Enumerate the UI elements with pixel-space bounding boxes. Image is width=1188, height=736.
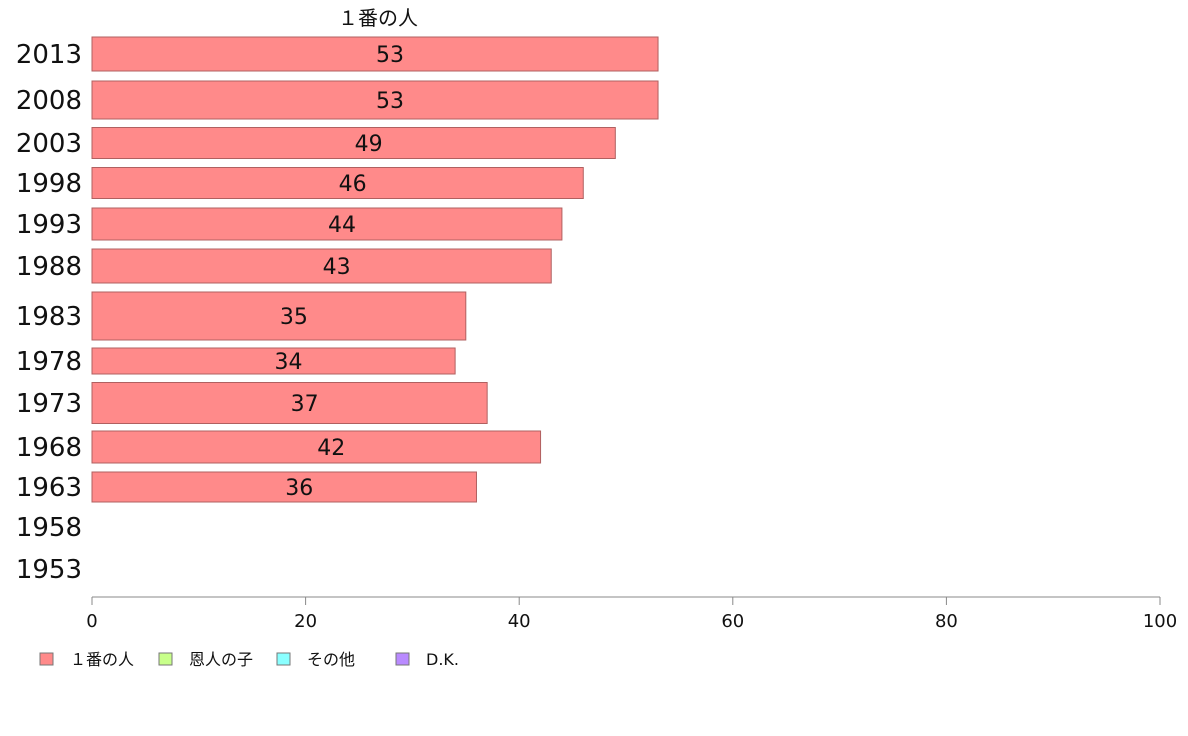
category-label-2013: 2013 [16, 40, 82, 70]
bar-label-1988: 43 [323, 255, 351, 280]
category-label-2003: 2003 [16, 129, 82, 159]
x-tick-label-40: 40 [508, 611, 531, 632]
bar-1993 [91, 207, 563, 241]
bar-label-1968: 42 [317, 436, 345, 461]
category-label-1963: 1963 [16, 473, 82, 503]
bar-2003 [91, 127, 616, 159]
category-label-1998: 1998 [16, 169, 82, 199]
x-tick-label-60: 60 [721, 611, 744, 632]
bar-label-1978: 34 [275, 350, 303, 375]
category-label-1953: 1953 [16, 555, 82, 585]
x-tick-label-80: 80 [935, 611, 958, 632]
bar-label-1983: 35 [280, 305, 308, 330]
category-label-2008: 2008 [16, 86, 82, 116]
legend-swatch-2 [276, 652, 291, 666]
x-tick-label-0: 0 [86, 611, 97, 632]
legend-swatch-0 [39, 652, 54, 666]
bar-2013 [91, 36, 659, 72]
category-label-1978: 1978 [16, 347, 82, 377]
chart-title: １番の人 [338, 6, 418, 30]
bar-1983 [91, 291, 467, 341]
category-label-1993: 1993 [16, 210, 82, 240]
legend-label-0: １番の人 [70, 650, 134, 669]
category-label-1983: 1983 [16, 302, 82, 332]
bar-label-1998: 46 [339, 172, 367, 197]
bar-label-1973: 37 [291, 392, 319, 417]
bars [91, 36, 659, 503]
bar-label-1963: 36 [285, 476, 313, 501]
category-label-1988: 1988 [16, 252, 82, 282]
x-tick-label-20: 20 [294, 611, 317, 632]
category-label-1973: 1973 [16, 389, 82, 419]
legend-label-2: その他 [307, 650, 355, 669]
legend-label-3: D.K. [426, 650, 459, 669]
category-label-1968: 1968 [16, 433, 82, 463]
bar-1988 [91, 248, 552, 284]
bar-label-2013: 53 [376, 43, 404, 68]
legend: １番の人 恩人の子 その他 D.K. [39, 650, 459, 669]
category-label-1958: 1958 [16, 513, 82, 543]
x-tick-label-100: 100 [1143, 611, 1177, 632]
category-labels: 2013 2008 2003 1998 1993 1988 1983 1978 1973 1968… [16, 40, 82, 585]
legend-label-1: 恩人の子 [189, 650, 253, 669]
bar-1978 [91, 347, 456, 375]
bar-1963 [91, 471, 477, 503]
bar-1998 [91, 167, 584, 199]
bar-label-2008: 53 [376, 89, 404, 114]
bar-label-1993: 44 [328, 213, 356, 238]
x-axis: 0 20 40 60 80 100 [86, 596, 1177, 632]
bar-1973 [91, 382, 488, 424]
legend-swatch-1 [158, 652, 173, 666]
bar-2008 [91, 80, 659, 120]
bar-label-2003: 49 [355, 132, 383, 157]
legend-swatch-3 [395, 652, 410, 666]
bar-1968 [91, 430, 542, 464]
